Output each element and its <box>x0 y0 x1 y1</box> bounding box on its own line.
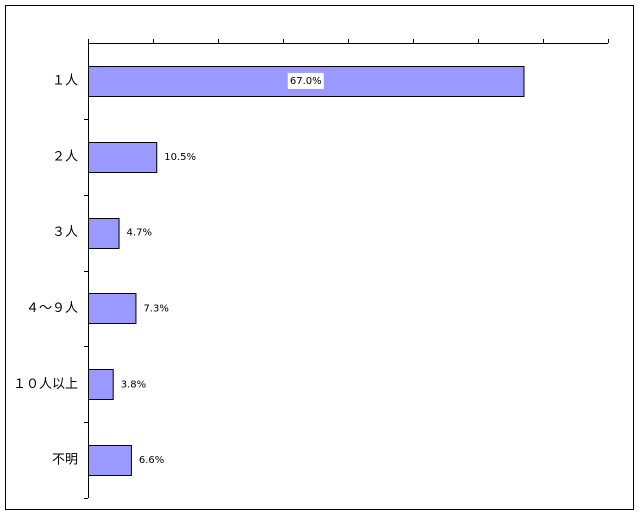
y-tick-label: １０人以上 <box>13 377 78 392</box>
value-label: 4.7% <box>127 228 152 239</box>
bar <box>88 369 114 400</box>
bar <box>88 218 120 249</box>
bar <box>88 445 132 476</box>
value-label: 10.5% <box>164 152 196 163</box>
value-label: 67.0% <box>290 76 322 87</box>
y-tick-label: １人 <box>52 73 78 88</box>
value-label-bg <box>287 72 324 89</box>
value-label: 7.3% <box>143 303 168 314</box>
y-tick-label: 不明 <box>52 453 78 468</box>
value-label: 6.6% <box>139 455 164 466</box>
value-label: 3.8% <box>121 379 146 390</box>
y-tick-label: ３人 <box>52 225 78 240</box>
bar <box>88 142 158 173</box>
bar <box>88 293 137 324</box>
y-tick-label: ２人 <box>52 149 78 164</box>
y-tick-label: ４～９人 <box>26 301 78 316</box>
